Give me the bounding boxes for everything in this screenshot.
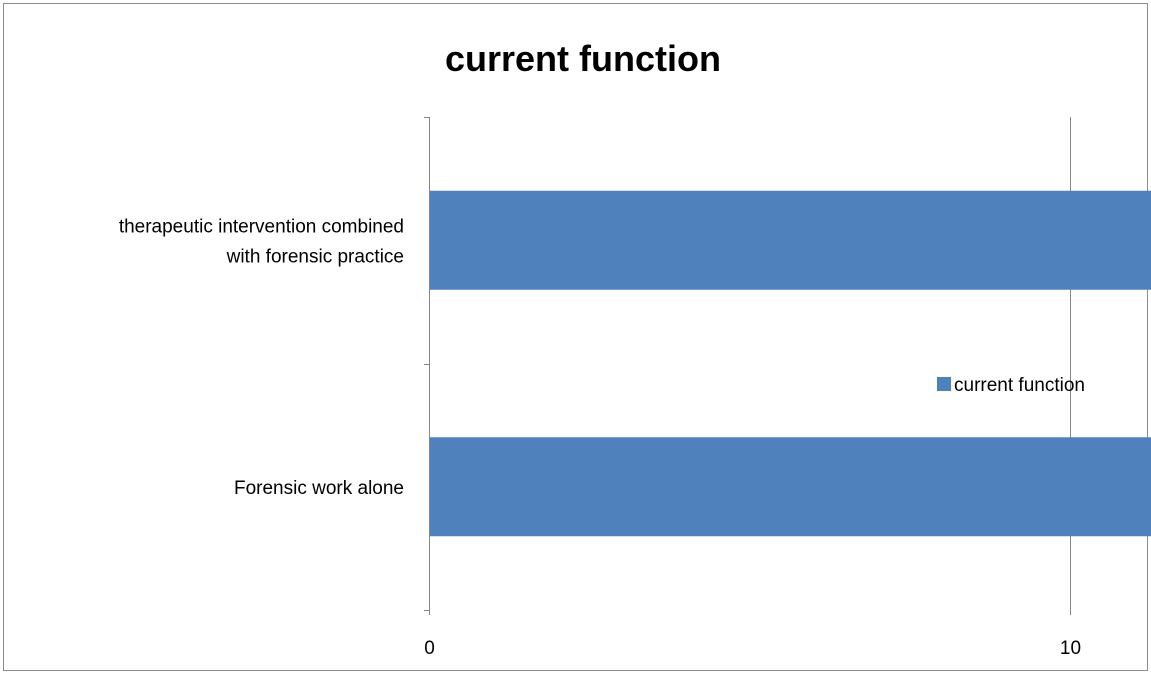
category-label: with forensic practice [226,246,404,267]
bar [430,437,1151,536]
bar [430,191,1151,290]
legend-label: current function [954,375,1085,396]
chart-border [4,4,1148,671]
x-tick-label: 10 [1060,638,1081,659]
chart-title: current function [445,38,721,79]
legend: current function [937,375,1085,396]
category-label: Forensic work alone [234,478,404,499]
x-tick-label: 0 [424,638,435,659]
legend-swatch [937,377,951,391]
category-label: therapeutic intervention combined [119,216,404,237]
